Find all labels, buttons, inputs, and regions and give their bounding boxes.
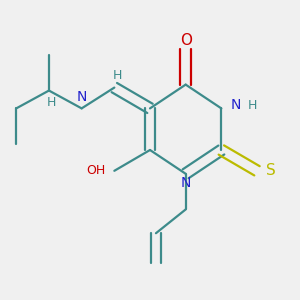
Text: S: S <box>266 163 276 178</box>
Text: N: N <box>230 98 241 112</box>
Text: N: N <box>181 176 191 190</box>
Text: O: O <box>180 32 192 47</box>
Text: H: H <box>112 69 122 82</box>
Text: H: H <box>47 96 57 109</box>
Text: N: N <box>76 89 87 103</box>
Text: H: H <box>248 99 257 112</box>
Text: OH: OH <box>86 164 105 177</box>
